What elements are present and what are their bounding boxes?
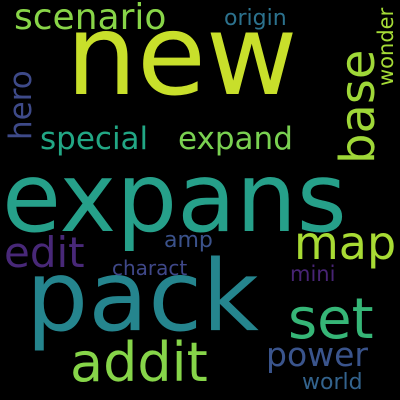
word-charact: charact <box>112 256 188 280</box>
word-hero: hero <box>3 70 39 140</box>
word-special: special <box>40 121 149 157</box>
word-amp: amp <box>164 228 213 253</box>
word-addit: addit <box>70 331 208 394</box>
word-pack: pack <box>26 240 259 354</box>
word-mini: mini <box>290 262 336 286</box>
word-map: map <box>294 216 397 270</box>
word-world: world <box>302 370 363 395</box>
word-new: new <box>66 0 298 121</box>
word-scenario: scenario <box>14 0 167 38</box>
word-expand: expand <box>178 121 293 157</box>
word-expans: expans <box>2 142 347 254</box>
word-power: power <box>266 335 368 374</box>
word-edit: edit <box>4 228 85 277</box>
word-set: set <box>288 287 374 352</box>
word-origin: origin <box>224 6 287 31</box>
word-wonder: wonder <box>374 7 398 86</box>
